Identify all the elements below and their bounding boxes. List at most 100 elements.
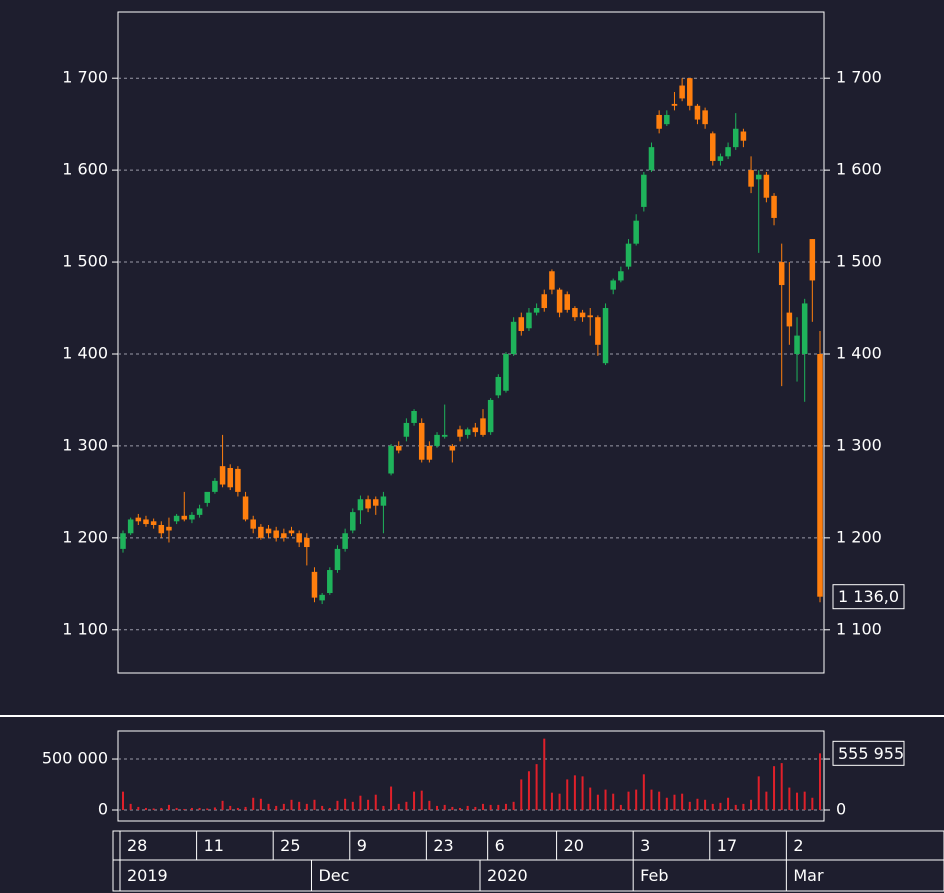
y-tick-label: 1 400 — [62, 343, 108, 362]
volume-bar — [527, 771, 530, 810]
candle-body — [710, 133, 716, 161]
volume-bar — [244, 806, 247, 810]
candle-body — [127, 519, 134, 534]
y-tick-label: 1 300 — [836, 435, 882, 454]
volume-bar — [167, 804, 170, 810]
x-tick-label: 2020 — [487, 866, 528, 885]
volume-bar — [719, 802, 722, 810]
candle-body — [403, 422, 410, 437]
candle-body — [717, 156, 724, 161]
x-tick-label: Feb — [640, 866, 668, 885]
candle-body — [794, 335, 800, 354]
candle-body — [212, 480, 218, 492]
candle-body — [380, 496, 387, 506]
candle-body — [242, 496, 249, 520]
candle-body — [181, 515, 188, 520]
volume-bar — [298, 801, 301, 810]
candle-body — [426, 445, 433, 460]
date-axis-frame — [112, 830, 944, 892]
volume-bar — [344, 798, 347, 810]
volume-bar — [627, 791, 630, 810]
candle-body — [457, 429, 463, 437]
candle-body — [602, 308, 609, 364]
candle-body — [265, 528, 272, 534]
candle-body — [449, 445, 456, 451]
volume-bar — [252, 797, 255, 810]
volume-bar — [359, 795, 362, 810]
volume-frame — [117, 730, 825, 822]
x-tick-label: Mar — [793, 866, 824, 885]
y-tick-label: 1 600 — [62, 160, 108, 179]
candle-body — [771, 195, 777, 218]
y-tick-label: 1 100 — [836, 619, 882, 638]
volume-bar — [290, 799, 293, 810]
volume-bar — [474, 806, 477, 810]
x-tick-label: 9 — [357, 836, 367, 855]
y-tick-label: 1 500 — [836, 252, 882, 271]
volume-bar — [796, 792, 799, 810]
candle-body — [135, 517, 142, 522]
volume-bar — [642, 774, 645, 810]
volume-bar — [282, 803, 285, 810]
candle-body — [541, 294, 548, 309]
volume-bar — [635, 789, 638, 810]
candle-body — [564, 294, 570, 310]
volume-bar — [443, 804, 446, 810]
x-tick-label: 28 — [127, 836, 147, 855]
volume-bar — [589, 787, 592, 810]
volume-bar — [321, 805, 324, 810]
candle-body — [350, 512, 356, 531]
volume-bar — [773, 766, 776, 810]
volume-bar — [581, 776, 584, 810]
candle-body — [434, 434, 440, 446]
volume-bar — [665, 797, 668, 810]
volume-bar — [688, 801, 691, 810]
x-tick-label: Dec — [318, 866, 349, 885]
volume-bar — [405, 801, 408, 810]
candle-body — [518, 317, 525, 332]
x-tick-label: 25 — [280, 836, 300, 855]
candle-body — [587, 315, 593, 318]
candle-body — [288, 530, 295, 534]
volume-bar — [336, 800, 339, 810]
candle-body — [120, 533, 126, 549]
volume-bar — [780, 763, 783, 810]
candle-body — [480, 418, 486, 435]
candle-body — [679, 85, 685, 99]
volume-bar — [390, 786, 393, 810]
volume-bar — [305, 803, 308, 810]
candle-body — [648, 147, 655, 171]
candle-body — [204, 491, 211, 503]
volume-bar — [550, 792, 553, 810]
volume-bar — [573, 775, 576, 810]
candle-body — [556, 289, 563, 313]
volume-bar — [734, 804, 737, 810]
volume-bar — [175, 807, 178, 810]
x-tick-label: 3 — [640, 836, 650, 855]
candle-body — [219, 466, 226, 485]
candle-body — [189, 514, 195, 520]
candle-body — [694, 105, 701, 120]
volume-bar — [267, 803, 270, 810]
volume-bar — [313, 799, 316, 810]
y-tick-label: 500 000 — [42, 749, 108, 768]
candle-body — [533, 308, 540, 313]
candle-body — [633, 220, 639, 244]
candle-body — [250, 519, 256, 529]
candle-body — [687, 78, 693, 106]
volume-bar — [221, 800, 224, 810]
candle-body — [258, 526, 264, 538]
y-tick-label: 0 — [98, 799, 108, 818]
last-value-label: 555 955 — [838, 744, 904, 763]
volume-bar — [819, 753, 821, 810]
candle-body — [510, 321, 517, 354]
x-tick-label: 6 — [495, 836, 505, 855]
candle-body — [656, 114, 662, 129]
candle-body — [817, 353, 823, 597]
candle-body — [441, 434, 448, 437]
volume-bar — [129, 803, 132, 810]
volume-bar — [788, 787, 791, 810]
volume-bar — [566, 779, 569, 810]
volume-bar — [466, 805, 469, 810]
y-tick-label: 1 600 — [836, 160, 882, 179]
